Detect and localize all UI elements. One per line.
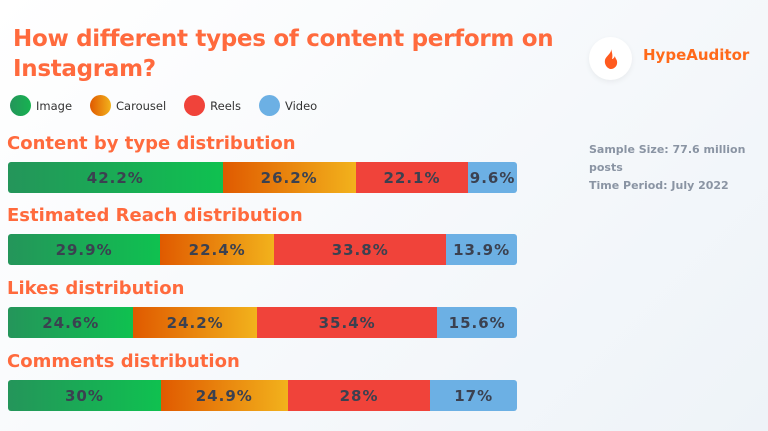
legend-item-image: Image [10, 95, 72, 116]
section-title: Estimated Reach distribution [7, 205, 303, 226]
legend-swatch [10, 95, 31, 116]
bar-segment-reels: 33.8% [274, 234, 447, 265]
section-title: Likes distribution [7, 278, 185, 299]
legend-label: Image [36, 98, 73, 113]
bar-segment-video: 17% [430, 380, 517, 411]
legend-swatch [258, 95, 280, 116]
bar-segment-image: 42.2% [8, 162, 223, 193]
bar-segment-video: 15.6% [437, 307, 517, 338]
bar-segment-reels: 22.1% [355, 162, 469, 193]
legend-item-reels: Reels [184, 95, 241, 116]
bar-segment-image: 29.9% [8, 234, 161, 265]
bar-segment-video: 13.9% [446, 234, 517, 265]
legend-item-carousel: Carousel [90, 95, 166, 116]
bar-segment-reels: 35.4% [256, 307, 438, 338]
bar-segment-image: 30% [8, 380, 161, 411]
bar-segment-reels: 28% [287, 380, 431, 411]
bar-segment-image: 24.6% [8, 307, 134, 338]
section-title: Comments distribution [7, 351, 240, 372]
legend-swatch [184, 95, 206, 116]
section-title: Content by type distribution [7, 133, 296, 154]
bar-segment-carousel: 24.9% [160, 380, 288, 411]
stacked-bar: 42.2% 26.2% 22.1% 9.6% [8, 162, 517, 193]
legend-label: Reels [210, 98, 241, 113]
flame-icon [589, 37, 632, 80]
legend-label: Carousel [116, 98, 167, 113]
stacked-bar: 29.9% 22.4% 33.8% 13.9% [8, 234, 517, 265]
stacked-bar: 24.6% 24.2% 35.4% 15.6% [8, 307, 517, 338]
meta-info: Sample Size: 77.6 million posts Time Per… [589, 141, 768, 195]
bar-segment-carousel: 26.2% [222, 162, 356, 193]
legend: Image Carousel Reels Video [10, 95, 325, 116]
sample-size: Sample Size: 77.6 million posts [589, 143, 746, 174]
legend-item-video: Video [258, 95, 318, 116]
bar-segment-carousel: 24.2% [133, 307, 257, 338]
legend-swatch [90, 95, 112, 116]
time-period: Time Period: July 2022 [589, 179, 729, 192]
legend-label: Video [284, 98, 318, 113]
chart-title: How different types of content perform o… [13, 26, 554, 82]
brand-name: HypeAuditor [643, 46, 750, 64]
bar-segment-video: 9.6% [468, 162, 517, 193]
bar-segment-carousel: 22.4% [160, 234, 275, 265]
stacked-bar: 30% 24.9% 28% 17% [8, 380, 517, 411]
